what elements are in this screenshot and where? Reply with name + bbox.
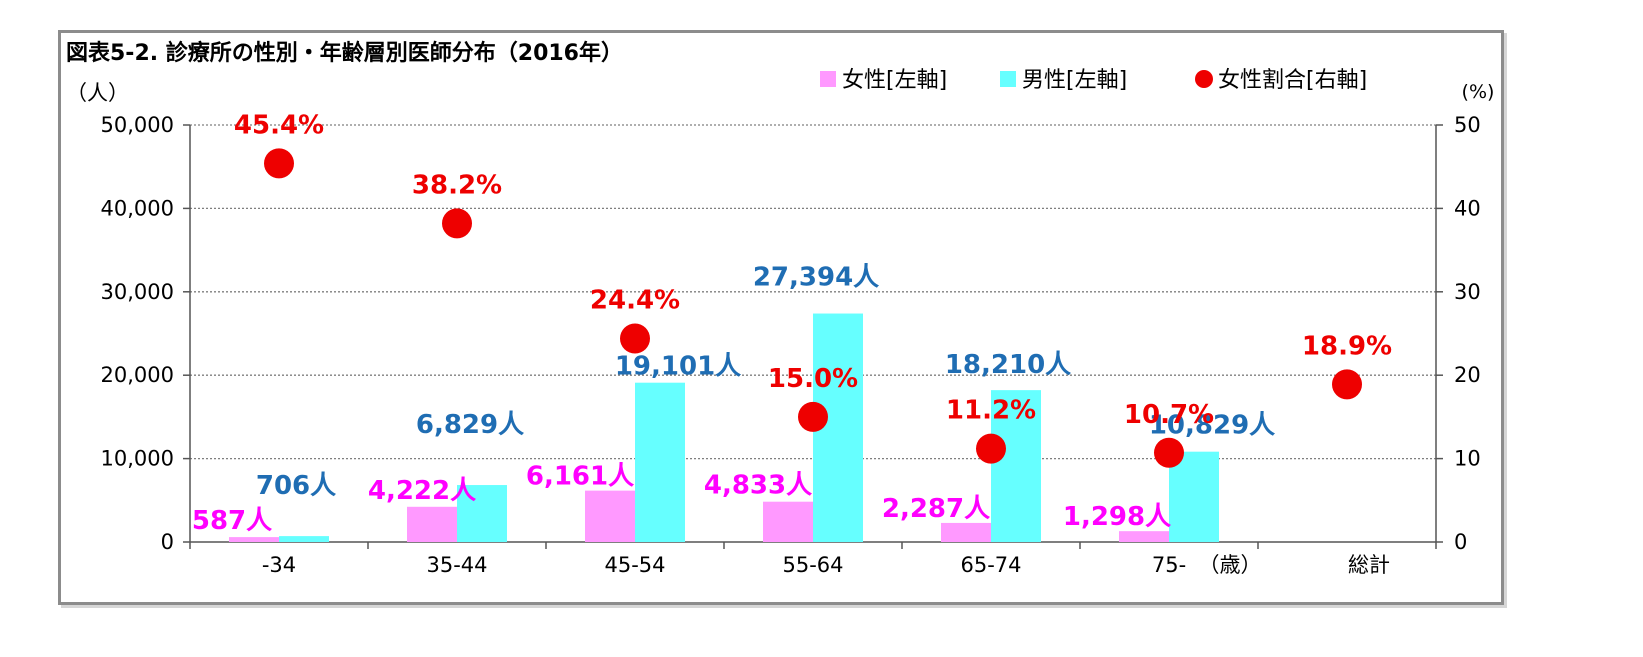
data-label-female: 4,833人 <box>704 471 812 501</box>
y-left-unit-label: （人） <box>66 81 129 105</box>
ratio-points <box>264 148 1362 468</box>
bar-female <box>407 506 457 542</box>
y-left-tick-label: 10,000 <box>101 447 174 471</box>
ratio-point <box>976 433 1006 464</box>
data-label-female: 587人 <box>192 506 272 536</box>
data-label-male: 6,829人 <box>416 410 524 440</box>
data-label-ratio: 15.0% <box>768 364 858 394</box>
data-label-ratio: 38.2% <box>412 170 502 200</box>
ratio-point <box>620 323 650 354</box>
x-tick-label: 総計 <box>1348 553 1390 577</box>
bar-male <box>457 485 507 542</box>
data-label-ratio: 45.4% <box>234 110 324 140</box>
data-label-ratio: 10.7% <box>1124 400 1214 430</box>
data-labels: 587人 706人 45.4% 4,222人 6,829人 38.2% 6,161人 19,1… <box>192 110 1392 536</box>
legend-swatch <box>820 71 836 87</box>
y-left-tick-label: 30,000 <box>101 280 174 304</box>
data-label-female: 1,298人 <box>1063 502 1171 532</box>
bars <box>229 313 1219 542</box>
y-right-tick-label: 20 <box>1454 363 1481 387</box>
y-right-unit-label: (%) <box>1462 81 1495 103</box>
y-right-tick-label: 30 <box>1454 280 1481 304</box>
bar-male <box>635 382 685 542</box>
x-tick-label: 55-64 <box>782 553 843 577</box>
bar-female <box>1119 531 1169 542</box>
x-tick-label: 75- <box>1152 553 1186 577</box>
bar-female <box>585 490 635 542</box>
y-right-tick-label: 50 <box>1454 113 1481 137</box>
legend-label: 女性割合[右軸] <box>1218 68 1367 93</box>
y-left-tick-label: 50,000 <box>101 113 174 137</box>
ratio-point <box>442 208 472 239</box>
ratio-point <box>264 148 294 179</box>
bar-female <box>229 537 279 542</box>
data-label-male: 19,101人 <box>615 352 741 382</box>
bar-male <box>1169 451 1219 542</box>
bar-female <box>941 522 991 542</box>
bar-male <box>279 536 329 542</box>
bar-male <box>991 390 1041 542</box>
data-label-ratio: 11.2% <box>946 396 1036 426</box>
data-label-male: 10,829人 <box>1149 411 1275 441</box>
legend: 女性[左軸] 男性[左軸] 女性割合[右軸] <box>820 68 1367 93</box>
chart-title: 図表5-2. 診療所の性別・年齢層別医師分布（2016年） <box>66 40 623 66</box>
x-tick-label: -34 <box>262 553 296 577</box>
data-label-male: 27,394人 <box>753 263 879 293</box>
legend-swatch <box>1000 71 1016 87</box>
ratio-point <box>1332 369 1362 400</box>
axes: 0 0 10,000 10 20,000 20 30,000 30 40,000 40 50,000… <box>101 113 1481 577</box>
x-unit-label: （歳） <box>1199 553 1262 577</box>
legend-label: 男性[左軸] <box>1022 68 1127 93</box>
y-left-tick-label: 0 <box>161 530 174 554</box>
legend-label: 女性[左軸] <box>842 68 947 93</box>
y-right-tick-label: 40 <box>1454 196 1481 220</box>
y-left-tick-label: 20,000 <box>101 363 174 387</box>
data-label-female: 6,161人 <box>526 462 634 492</box>
ratio-point <box>1154 437 1184 468</box>
data-label-female: 2,287人 <box>882 494 990 524</box>
x-tick-label: 45-54 <box>604 553 665 577</box>
x-tick-label: 35-44 <box>426 553 487 577</box>
bar-female <box>763 501 813 542</box>
ratio-point <box>798 401 828 432</box>
x-tick-label: 65-74 <box>960 553 1021 577</box>
data-label-ratio: 18.9% <box>1302 331 1392 361</box>
data-label-male: 706人 <box>256 471 336 501</box>
y-left-tick-label: 40,000 <box>101 196 174 220</box>
data-label-male: 18,210人 <box>945 350 1071 380</box>
legend-marker <box>1195 70 1213 88</box>
data-label-female: 4,222人 <box>368 476 476 506</box>
data-label-ratio: 24.4% <box>590 286 680 316</box>
y-right-tick-label: 0 <box>1454 530 1467 554</box>
y-right-tick-label: 10 <box>1454 447 1481 471</box>
